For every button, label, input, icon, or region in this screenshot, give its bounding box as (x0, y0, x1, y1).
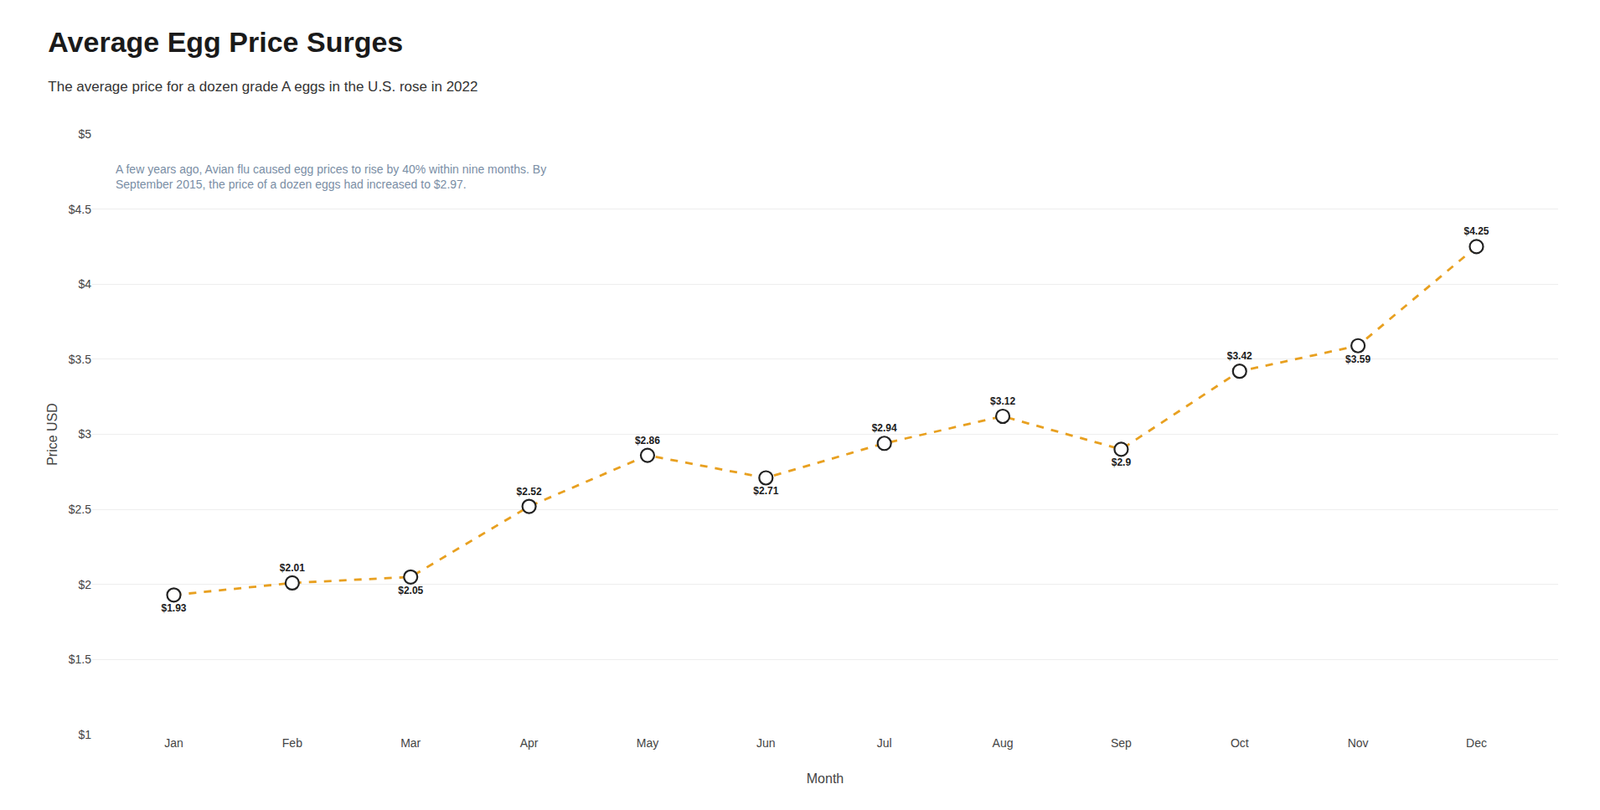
svg-text:$2.5: $2.5 (68, 502, 92, 517)
svg-text:$2.71: $2.71 (753, 485, 779, 497)
svg-text:Jul: Jul (877, 736, 893, 750)
svg-text:Aug: Aug (992, 736, 1014, 750)
svg-text:$3: $3 (77, 427, 92, 441)
svg-text:The average price for a dozen: The average price for a dozen grade A eg… (47, 78, 478, 95)
svg-text:Dec: Dec (1465, 736, 1487, 750)
svg-text:$4.5: $4.5 (68, 202, 92, 217)
svg-text:$2.94: $2.94 (872, 422, 898, 434)
svg-text:$1.93: $1.93 (160, 602, 186, 615)
svg-text:$5: $5 (77, 127, 92, 141)
svg-text:Average Egg Price Surges: Average Egg Price Surges (47, 25, 403, 58)
svg-text:Apr: Apr (520, 736, 539, 750)
svg-text:Price USD: Price USD (45, 402, 60, 466)
svg-text:$2.01: $2.01 (279, 562, 305, 574)
svg-text:Jan: Jan (164, 736, 184, 750)
svg-text:$3.12: $3.12 (990, 395, 1016, 408)
svg-text:$2.86: $2.86 (634, 434, 661, 447)
svg-text:Oct: Oct (1230, 736, 1250, 750)
svg-text:$3.42: $3.42 (1227, 350, 1253, 362)
svg-text:Sep: Sep (1110, 736, 1132, 750)
svg-text:$4.25: $4.25 (1463, 225, 1489, 238)
svg-text:$1: $1 (77, 727, 92, 742)
svg-text:$2.52: $2.52 (516, 485, 542, 498)
svg-text:Jun: Jun (756, 736, 776, 750)
svg-text:$4: $4 (77, 277, 92, 291)
svg-text:$2.9: $2.9 (1111, 456, 1132, 469)
svg-text:$2.05: $2.05 (397, 584, 424, 597)
svg-text:Mar: Mar (400, 736, 421, 750)
svg-text:May: May (636, 736, 659, 750)
svg-text:A few years ago, Avian flu cau: A few years ago, Avian flu caused egg pr… (115, 162, 547, 191)
svg-text:$3.5: $3.5 (68, 352, 92, 367)
svg-text:$3.59: $3.59 (1345, 353, 1371, 366)
svg-text:Month: Month (806, 771, 844, 786)
svg-text:Nov: Nov (1347, 736, 1369, 750)
svg-text:$2: $2 (77, 578, 92, 592)
svg-text:$1.5: $1.5 (68, 652, 92, 666)
svg-text:Feb: Feb (282, 736, 303, 750)
